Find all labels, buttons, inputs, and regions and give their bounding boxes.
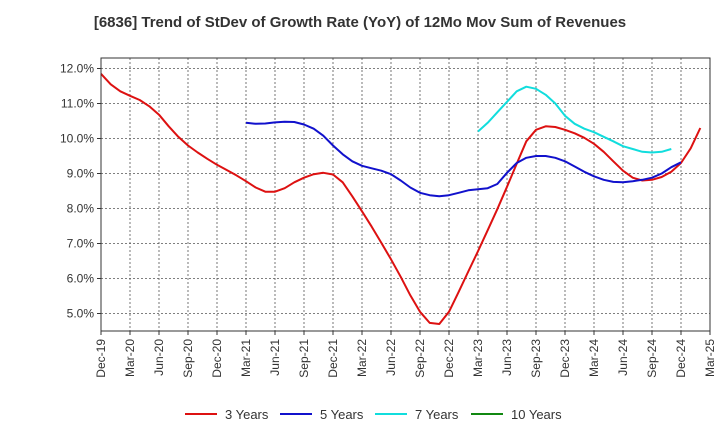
- x-tick-label: Mar-25: [703, 339, 717, 377]
- y-axis-ticks: 5.0% 6.0% 7.0% 8.0% 9.0% 10.0% 11.0% 12.0%: [60, 62, 101, 321]
- x-axis-ticks: Dec-19 Mar-20 Jun-20 Sep-20 Dec-20 Mar-21 Jun-…: [94, 331, 717, 378]
- x-tick-label: Dec-23: [558, 339, 572, 378]
- legend: 3 Years 5 Years 7 Years 10 Years: [185, 407, 562, 422]
- x-tick-label: Dec-22: [442, 339, 456, 378]
- x-tick-label: Jun-22: [384, 339, 398, 376]
- x-tick-label: Dec-21: [326, 339, 340, 378]
- series-line-7-years: [477, 85, 672, 154]
- grid-layer: [101, 58, 710, 331]
- legend-label-3-years: 3 Years: [225, 407, 269, 422]
- y-tick-label: 5.0%: [67, 307, 95, 321]
- series-line-3-years: [100, 73, 702, 325]
- x-tick-label: Dec-20: [210, 339, 224, 378]
- x-tick-label: Dec-19: [94, 339, 108, 378]
- x-tick-label: Jun-21: [268, 339, 282, 376]
- y-tick-label: 8.0%: [67, 202, 95, 216]
- y-tick-label: 9.0%: [67, 167, 95, 181]
- plot-area-frame: [100, 57, 711, 332]
- x-tick-label: Sep-22: [413, 339, 427, 378]
- x-tick-label: Jun-23: [500, 339, 514, 376]
- y-tick-label: 6.0%: [67, 272, 95, 286]
- x-tick-label: Dec-24: [674, 339, 688, 378]
- legend-label-10-years: 10 Years: [511, 407, 562, 422]
- x-tick-label: Mar-20: [123, 339, 137, 377]
- x-tick-label: Sep-24: [645, 339, 659, 378]
- y-tick-label: 11.0%: [61, 97, 94, 111]
- x-tick-label: Jun-24: [616, 339, 630, 376]
- x-tick-label: Sep-23: [529, 339, 543, 378]
- y-tick-label: 10.0%: [60, 132, 94, 146]
- y-tick-label: 12.0%: [60, 62, 94, 76]
- chart-title: [6836] Trend of StDev of Growth Rate (Yo…: [93, 14, 627, 31]
- legend-label-5-years: 5 Years: [320, 407, 364, 422]
- x-tick-label: Mar-24: [587, 339, 601, 377]
- x-tick-label: Mar-21: [239, 339, 253, 377]
- legend-label-7-years: 7 Years: [415, 407, 459, 422]
- series-layer: [100, 73, 702, 325]
- x-tick-label: Jun-20: [152, 339, 166, 376]
- x-tick-label: Mar-22: [355, 339, 369, 377]
- series-line-5-years: [245, 120, 682, 198]
- x-tick-label: Mar-23: [471, 339, 485, 377]
- y-tick-label: 7.0%: [67, 237, 95, 251]
- x-tick-label: Sep-21: [297, 339, 311, 378]
- x-tick-label: Sep-20: [181, 339, 195, 378]
